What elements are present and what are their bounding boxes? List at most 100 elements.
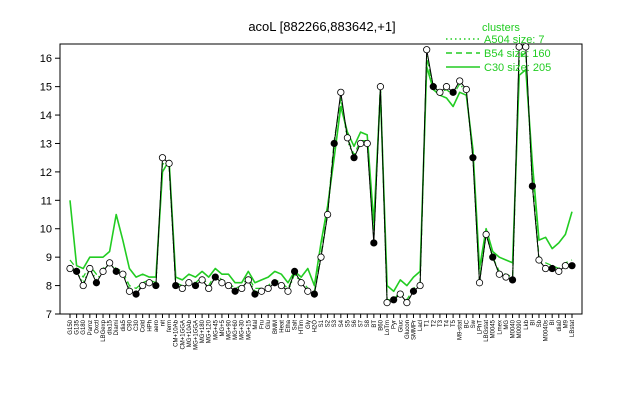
y-tick-label: 9	[46, 252, 52, 264]
x-tick-label: S5	[345, 319, 351, 327]
y-tick-label: 13	[40, 138, 52, 150]
data-point	[403, 299, 411, 307]
x-tick-label: Glu	[266, 320, 272, 329]
data-point	[271, 279, 279, 287]
x-tick-label: MG+45	[213, 319, 219, 340]
x-tick-label: G135	[75, 319, 81, 334]
data-point	[541, 264, 550, 273]
data-point	[66, 264, 74, 273]
x-tick-label: M9	[563, 319, 569, 328]
x-tick-label: T2	[431, 319, 437, 327]
data-point	[449, 88, 457, 96]
data-point	[495, 270, 503, 278]
data-point	[158, 154, 167, 162]
data-point	[119, 270, 127, 278]
x-axis: G150 G135 G180 Pamz Oxctl LBGexp dia15 Diami dia…	[68, 314, 576, 350]
data-point	[211, 273, 219, 281]
data-point	[502, 273, 510, 281]
data-point	[112, 267, 120, 275]
x-tick-label: Cold	[141, 320, 147, 332]
x-tick-label: S8	[365, 319, 371, 327]
data-point	[462, 85, 470, 94]
data-point	[475, 279, 484, 287]
data-point	[482, 230, 490, 239]
legend-label-0: A504 size: 7	[484, 34, 545, 46]
x-tick-label: BC	[464, 319, 470, 328]
x-tick-label: MG+180	[200, 319, 206, 343]
data-point	[92, 279, 101, 287]
data-point	[350, 154, 358, 162]
data-point	[522, 43, 530, 51]
x-tick-label: C90	[127, 319, 133, 331]
data-point	[191, 281, 200, 290]
data-point	[429, 83, 437, 91]
x-tick-label: MG+120	[207, 319, 213, 343]
x-tick-label: S6	[352, 319, 358, 327]
data-point	[416, 281, 424, 290]
x-tick-label: SMMPr	[411, 320, 417, 340]
legend-title: clusters	[482, 22, 520, 34]
x-tick-label: nit	[160, 320, 166, 327]
data-point	[363, 139, 371, 148]
x-tick-label: LBstat	[570, 320, 576, 337]
x-tick-label: Heat	[279, 320, 285, 333]
data-point	[79, 281, 87, 290]
x-tick-label: MG+5	[220, 319, 226, 336]
x-tick-label: MG+60	[233, 319, 239, 340]
x-tick-label: G180	[81, 319, 87, 334]
y-axis: 7 8 9 10 11 12 13 14 15 16	[40, 53, 60, 321]
x-tick-label: T3	[438, 319, 444, 327]
x-tick-label: BI	[530, 320, 536, 326]
data-point	[284, 287, 292, 295]
data-point	[165, 159, 173, 167]
data-point	[132, 290, 140, 298]
data-point	[370, 239, 378, 247]
series-line-a504	[69, 51, 572, 304]
y-tick-label: 10	[40, 224, 52, 236]
x-tick-label: aero	[154, 319, 160, 332]
x-tick-label: Glucon	[405, 320, 411, 339]
x-tick-label: MG+15	[246, 319, 252, 340]
data-points	[66, 43, 576, 307]
data-point	[145, 279, 153, 287]
data-point	[224, 281, 233, 290]
x-tick-label: ferm	[167, 320, 173, 332]
data-point	[277, 281, 285, 290]
data-point	[178, 284, 186, 293]
x-tick-label: Lmex	[497, 320, 503, 335]
x-tick-label: S7	[359, 319, 365, 327]
x-tick-label: G150	[68, 319, 74, 334]
x-tick-label: T4	[445, 319, 451, 327]
y-tick-label: 14	[40, 110, 52, 122]
data-point	[469, 154, 477, 162]
data-point	[244, 276, 252, 284]
x-tick-label: B60	[378, 319, 384, 330]
x-tick-label: CM+10Ab	[174, 319, 180, 347]
x-tick-label: Etha	[286, 319, 292, 332]
x-tick-label: LBGstat	[484, 320, 490, 342]
data-point	[324, 210, 332, 219]
data-point	[337, 88, 345, 96]
data-point	[508, 276, 517, 284]
x-tick-label: Mal	[253, 320, 259, 330]
x-tick-label: T1	[425, 319, 431, 327]
y-tick-label: 12	[40, 167, 52, 179]
x-tick-label: M0090	[517, 319, 523, 338]
legend-label-2: C30 size: 205	[484, 62, 551, 74]
data-point	[528, 182, 536, 190]
x-tick-label: M0045	[491, 319, 497, 338]
data-point	[290, 267, 299, 275]
x-tick-label: S4	[339, 319, 345, 327]
x-tick-label: MG+30	[240, 319, 246, 340]
data-point	[330, 139, 338, 148]
data-point	[390, 296, 398, 304]
x-tick-label: dia0	[557, 319, 563, 331]
data-point	[172, 281, 180, 290]
data-point	[489, 253, 497, 261]
x-tick-label: S2	[326, 319, 332, 327]
plot-frame	[59, 43, 583, 315]
y-tick-label: 16	[40, 53, 52, 65]
x-tick-label: Sb	[537, 319, 543, 327]
x-tick-label: M9-stat	[458, 320, 464, 340]
data-point	[436, 88, 444, 96]
